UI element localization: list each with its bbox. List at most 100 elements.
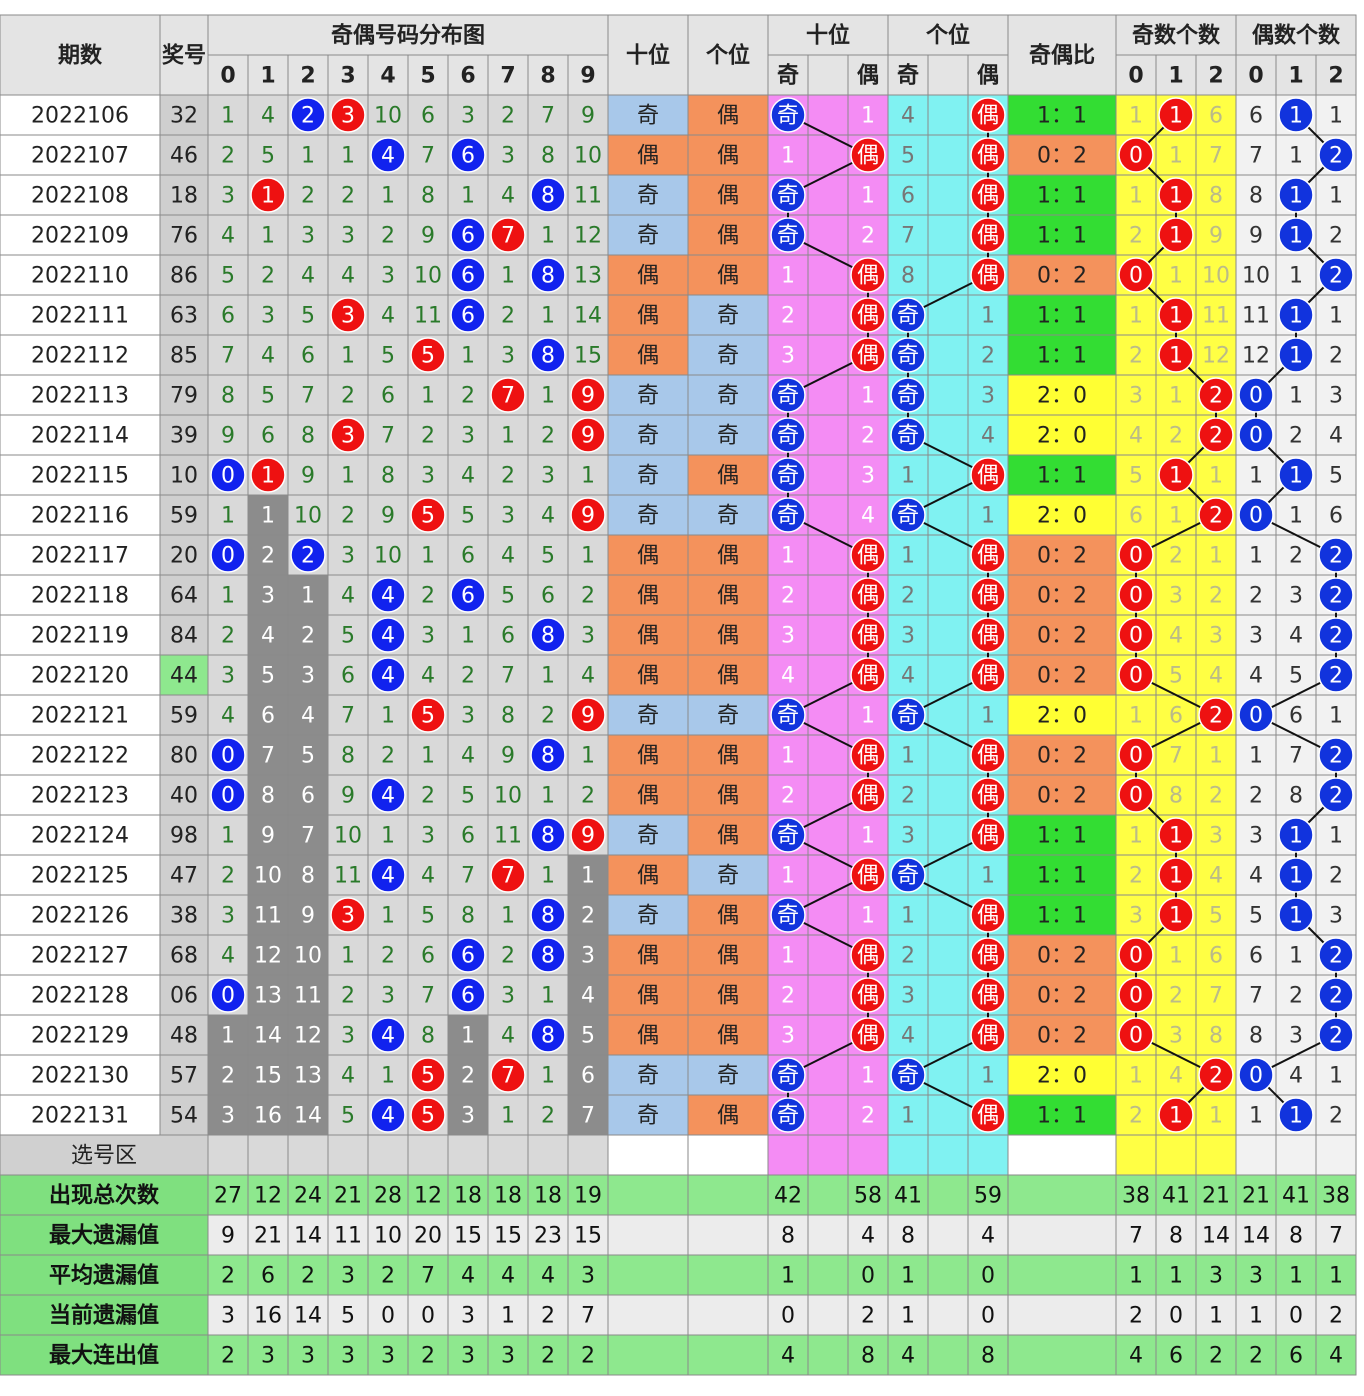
ratio: 2：0 xyxy=(1037,1064,1087,1089)
dist-cell: 1 xyxy=(501,904,515,929)
dist-cell: 1 xyxy=(541,864,555,889)
header-cell-bg xyxy=(447,54,489,96)
stat-value: 12 xyxy=(414,1184,442,1209)
odd-count-cell: 6 xyxy=(1129,504,1143,529)
ball-label: 2 xyxy=(1329,544,1343,569)
ball xyxy=(850,577,886,613)
tens-parity: 偶 xyxy=(637,624,659,649)
number: 06 xyxy=(170,984,198,1009)
dist-cell: 11 xyxy=(494,824,522,849)
period: 2022119 xyxy=(31,624,129,649)
dist-cell: 13 xyxy=(254,984,282,1009)
tens-parity-bg xyxy=(607,534,689,576)
stat-value: 14 xyxy=(294,1224,322,1249)
stat-value: 2 xyxy=(1209,1344,1223,1369)
stat-value-bg xyxy=(327,1174,369,1216)
odd-count-cell-bg xyxy=(1195,614,1237,656)
ball xyxy=(850,777,886,813)
dist-cell: 4 xyxy=(581,664,595,689)
dist-cell: 3 xyxy=(221,1104,235,1129)
dist-cell: 8 xyxy=(541,144,555,169)
header-cell-bg xyxy=(847,54,889,96)
ball xyxy=(490,1057,526,1093)
ball-label: 偶 xyxy=(977,544,999,569)
tens-parity-bg xyxy=(607,254,689,296)
stat-value-bg xyxy=(847,1294,889,1336)
even-count-cell-bg xyxy=(1315,374,1357,416)
even-count-cell: 2 xyxy=(1289,984,1303,1009)
units-cell-bg xyxy=(927,214,969,256)
tens-cell: 1 xyxy=(861,1064,875,1089)
units-parity-bg xyxy=(687,774,769,816)
dist-cell: 10 xyxy=(374,544,402,569)
header-cell-bg xyxy=(1155,54,1197,96)
stat-value-bg xyxy=(687,1214,769,1256)
ball-label: 0 xyxy=(1129,944,1143,969)
ball xyxy=(210,737,246,773)
stat-value-bg xyxy=(527,1334,569,1376)
dist-cell: 15 xyxy=(254,1064,282,1089)
stat-value-bg xyxy=(1115,1174,1157,1216)
header-cell: 9 xyxy=(580,64,595,89)
ratio: 1：1 xyxy=(1037,904,1087,929)
header-cell: 偶 xyxy=(977,64,999,89)
stat-value: 2 xyxy=(221,1264,235,1289)
even-count-cell: 1 xyxy=(1289,144,1303,169)
ball-label: 偶 xyxy=(857,144,879,169)
units-cell: 1 xyxy=(981,1064,995,1089)
tens-cell: 3 xyxy=(781,344,795,369)
dist-cell: 14 xyxy=(294,1104,322,1129)
dist-cell: 1 xyxy=(421,744,435,769)
ball xyxy=(1158,97,1194,133)
dist-cell: 4 xyxy=(541,504,555,529)
even-count-cell: 2 xyxy=(1289,424,1303,449)
dist-cell: 1 xyxy=(341,464,355,489)
ball-label: 2 xyxy=(1329,624,1343,649)
dist-cell: 4 xyxy=(461,464,475,489)
units-cell-bg xyxy=(887,894,929,936)
stat-label-bg xyxy=(0,1334,209,1376)
ball-label: 奇 xyxy=(777,704,799,729)
ball-label: 奇 xyxy=(777,224,799,249)
even-count-cell: 7 xyxy=(1249,984,1263,1009)
units-parity-bg xyxy=(687,854,769,896)
even-count-cell: 5 xyxy=(1289,664,1303,689)
dist-cell: 2 xyxy=(421,584,435,609)
units-parity-bg xyxy=(687,654,769,696)
stat-value-bg xyxy=(1315,1294,1357,1336)
ball xyxy=(330,297,366,333)
dist-cell-bg xyxy=(327,534,369,576)
ball xyxy=(410,1057,446,1093)
stat-value-bg xyxy=(1007,1334,1117,1376)
tens-parity-bg xyxy=(607,774,689,816)
ball-label: 4 xyxy=(381,1024,395,1049)
ball xyxy=(530,257,566,293)
odd-count-cell: 5 xyxy=(1129,464,1143,489)
stat-value: 12 xyxy=(254,1184,282,1209)
dist-cell: 1 xyxy=(221,504,235,529)
select-cell-bg xyxy=(767,1134,809,1176)
ball-label: 8 xyxy=(541,824,555,849)
units-cell: 4 xyxy=(901,104,915,129)
stat-value-bg xyxy=(447,1174,489,1216)
tens-parity: 偶 xyxy=(637,544,659,569)
even-count-cell-bg xyxy=(1235,1094,1277,1136)
ball xyxy=(1278,97,1314,133)
stat-value: 24 xyxy=(294,1184,322,1209)
stat-value: 4 xyxy=(861,1224,875,1249)
units-parity-bg xyxy=(687,494,769,536)
dist-cell-bg xyxy=(407,654,449,696)
ball-label: 2 xyxy=(301,544,315,569)
stat-value: 2 xyxy=(301,1264,315,1289)
stat-value: 3 xyxy=(341,1344,355,1369)
dist-cell: 9 xyxy=(341,784,355,809)
odd-count-cell: 2 xyxy=(1129,864,1143,889)
ball-label: 0 xyxy=(1129,584,1143,609)
dist-cell: 2 xyxy=(581,904,595,929)
ball xyxy=(530,617,566,653)
stat-value: 1 xyxy=(781,1264,795,1289)
tens-cell-bg xyxy=(767,574,809,616)
even-count-cell-bg xyxy=(1235,1014,1277,1056)
header-cell: 0 xyxy=(1248,64,1263,89)
even-count-cell-bg xyxy=(1235,934,1277,976)
